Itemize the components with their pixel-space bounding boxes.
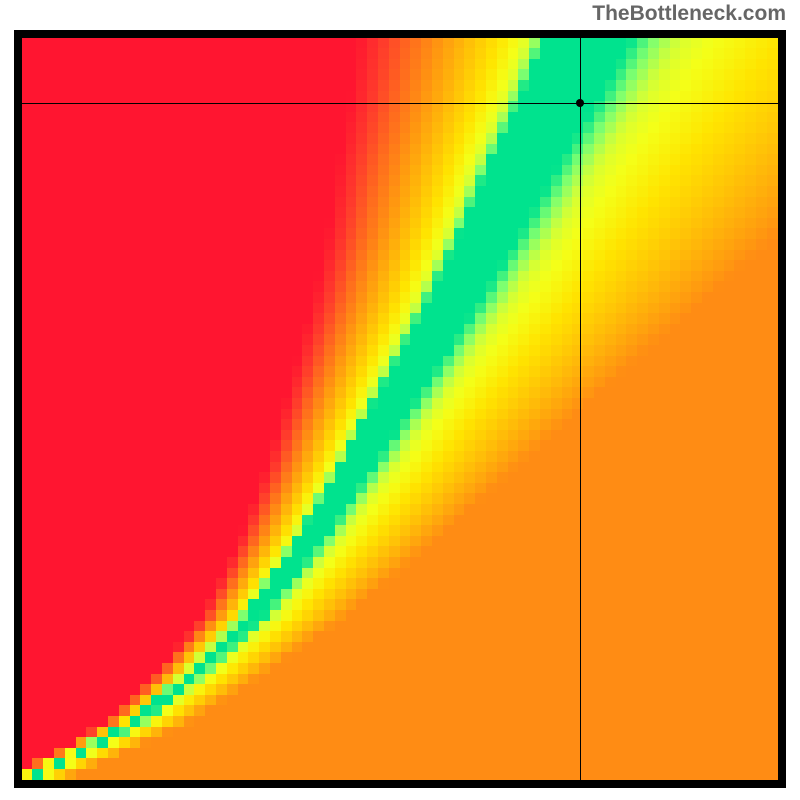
crosshair-horizontal: [22, 103, 778, 104]
crosshair-vertical: [580, 38, 581, 780]
crosshair-marker: [576, 99, 584, 107]
heatmap-canvas: [22, 38, 778, 780]
watermark-text: TheBottleneck.com: [592, 2, 786, 26]
